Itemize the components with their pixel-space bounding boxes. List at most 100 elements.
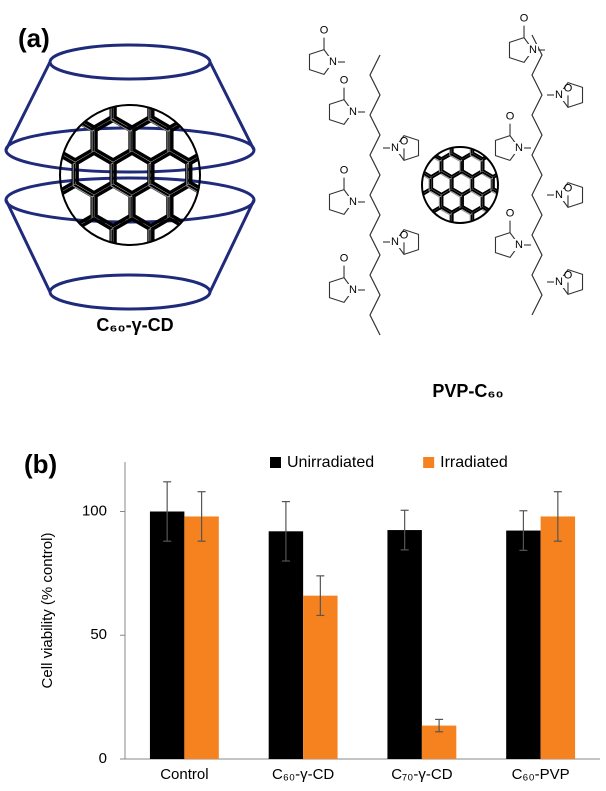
hexagon [210,186,244,225]
hexagon [1,88,35,127]
lactam-ring [308,48,334,76]
atom-label: N [349,106,357,118]
hexagon [492,171,498,195]
atom-label: O [506,208,515,220]
hexagon [113,105,151,130]
lactam-ring [494,134,520,162]
hexagon [168,252,206,296]
hexagon [431,147,452,160]
hexagon [130,252,168,296]
hexagon [460,227,481,251]
hexagon [94,118,132,162]
atom-bg [348,106,358,118]
hexagon [419,120,440,144]
hexagon [20,121,54,160]
hexagon [60,105,76,130]
hexagon [186,218,200,245]
x-tick-label: Control [160,766,208,783]
hexagon [16,186,54,230]
hexagon [439,227,460,251]
hexagon [20,186,54,225]
fullerene [1,55,282,296]
hexagon [388,173,409,197]
atom-bg [554,276,564,288]
bar [303,595,338,759]
atom-bg [348,196,358,208]
hexagon [186,152,200,198]
hexagon [460,120,481,144]
hexagon [431,171,452,195]
atom-label: O [564,82,573,94]
lactam-ring [558,81,584,109]
hexagon [463,226,482,247]
hexagon [482,188,498,213]
atom-bg [348,284,358,296]
atom-label: O [400,229,409,241]
atom-label: N [349,284,357,296]
hexagon [482,153,498,178]
lactam-ring [394,134,420,162]
hexagon [60,118,94,162]
hexagon [170,118,200,162]
atom-label: O [564,269,573,281]
hexagon [481,227,502,251]
y-tick-label: 100 [82,502,107,519]
hexagon [244,252,282,296]
hexagon [525,190,544,211]
hexagon [96,55,130,94]
hexagon [134,252,168,291]
hexagon [188,151,200,195]
hexagon [151,105,189,130]
hexagon [391,208,410,229]
hexagon [113,151,151,195]
hexagon [451,206,473,223]
atom-label: N [515,239,523,251]
atom-label: O [320,25,329,37]
hexagon [151,151,189,195]
legend-swatch [270,457,281,468]
legend-label: Unirradiated [287,454,374,471]
hexagon [244,55,282,99]
hexagon [132,184,170,228]
atom-label: O [340,165,349,177]
hexagon [186,105,200,132]
hexagon [188,216,200,245]
hexagon [75,151,113,195]
bar [387,530,422,759]
atom-bg [554,89,564,101]
x-tick-label: C₆₀-γ-CD [272,766,334,783]
hexagon [229,219,263,258]
atom-label: O [520,13,529,25]
atom-bg [514,142,524,154]
hexagon [419,227,440,251]
hexagon [451,171,473,195]
hexagon [20,252,54,291]
hexagon [472,171,493,195]
hexagon [422,147,432,160]
hexagon [484,119,503,140]
atom-bg [514,239,524,251]
hexagon [225,88,263,132]
atom-bg [528,44,538,56]
atom-label: N [555,189,563,201]
hexagon [60,216,76,245]
hexagon [113,216,151,245]
hexagon [441,188,462,213]
atom-label: O [564,182,573,194]
atom-label: N [555,276,563,288]
hexagon [248,55,282,94]
hexagon [514,172,533,193]
hexagon [58,252,92,291]
atom-label: O [400,135,409,147]
hexagon [525,226,544,247]
bar [184,516,219,759]
hexagon [16,120,54,164]
fullerene-outline [59,104,201,246]
hexagon [504,155,523,176]
bar [268,531,304,759]
hexagon [439,120,460,144]
fullerene [388,119,544,251]
panel-label: (b) [24,449,57,479]
hexagon [422,119,441,140]
